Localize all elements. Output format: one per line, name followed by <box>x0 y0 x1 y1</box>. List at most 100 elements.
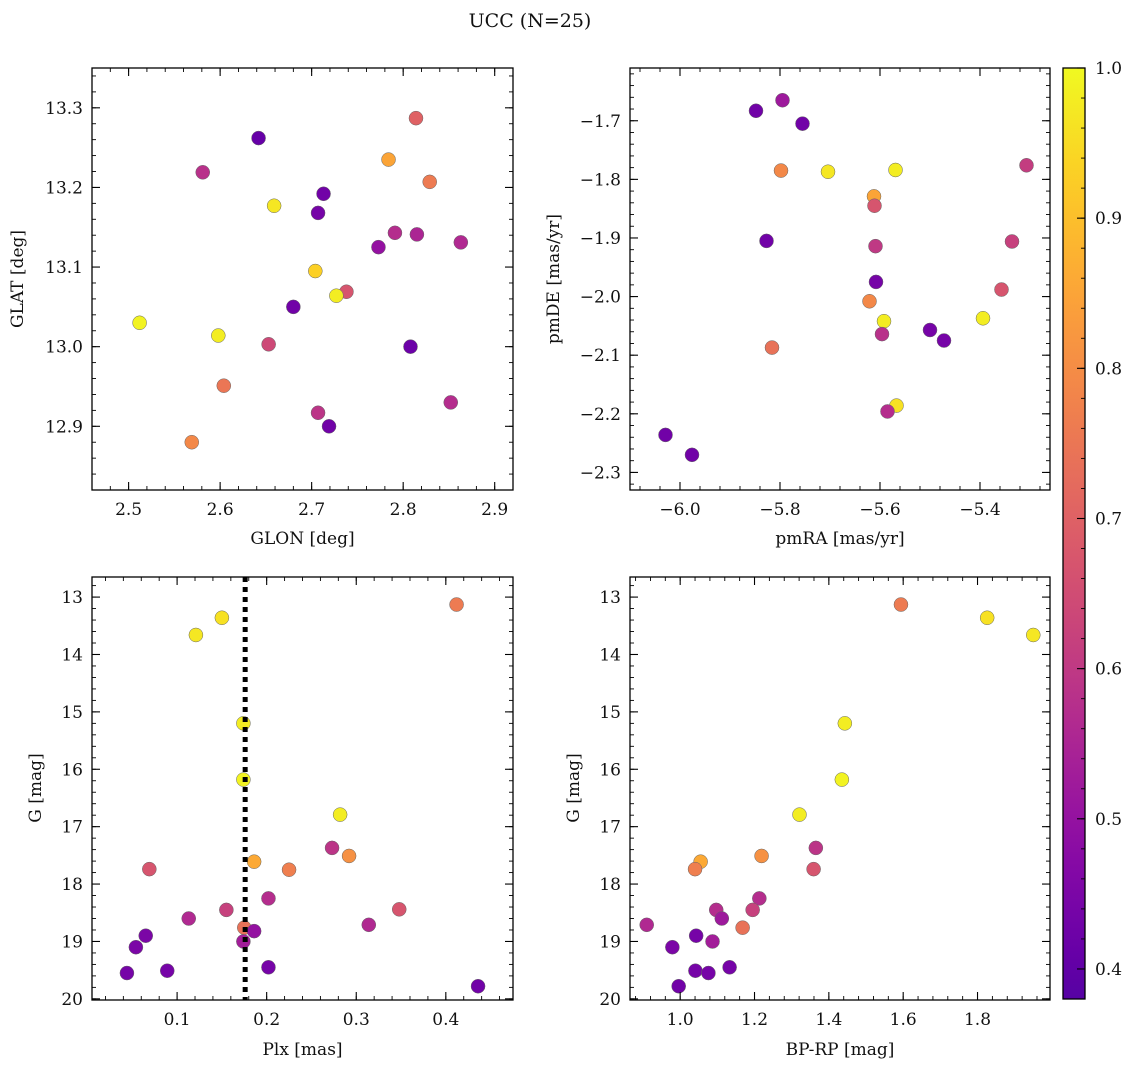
panel-pmra-pmde: −6.0 −5.8 −5.6 −5.4 −2.3 −2.2 −2.1 −2.0 −1.9 −1.8… <box>544 67 1051 549</box>
data-point <box>671 978 686 994</box>
data-point <box>381 152 396 167</box>
y-tick-label: 13 <box>599 588 621 608</box>
ticks-pmra-pmde: −6.0 −5.8 −5.6 −5.4 −2.3 −2.2 −2.1 −2.0 −1.9 −1.8… <box>580 68 1050 520</box>
y-tick-label: 19 <box>599 932 621 952</box>
data-point <box>321 419 337 434</box>
data-point <box>1019 158 1034 173</box>
colorbar-tick-label: 0.6 <box>1095 660 1122 680</box>
data-point <box>409 227 425 242</box>
x-tick-label: 1.8 <box>964 1010 991 1030</box>
data-point <box>184 434 200 450</box>
data-point <box>324 840 340 856</box>
data-point <box>332 807 348 822</box>
x-tick-label: 1.2 <box>741 1010 768 1030</box>
data-point <box>214 610 230 626</box>
data-point <box>403 339 418 354</box>
colorbar-tick-label: 0.8 <box>1095 359 1122 379</box>
data-point <box>862 294 877 309</box>
data-point <box>722 960 737 975</box>
data-point <box>266 198 282 213</box>
data-point <box>261 891 276 906</box>
data-point <box>665 939 680 955</box>
colorbar-frame <box>1062 67 1086 1000</box>
data-point <box>876 313 892 329</box>
y-tick-label: −1.9 <box>580 229 621 249</box>
x-tick-label: 0.3 <box>343 1010 370 1030</box>
panel-bprp-g: 1.0 1.2 1.4 1.6 1.8 13 14 15 16 17 18 19 20 BP-RP [m… <box>564 576 1051 1060</box>
y-tick-label: −2.1 <box>580 346 621 366</box>
data-point <box>705 934 720 949</box>
data-point <box>422 174 437 190</box>
y-tick-label: 17 <box>599 818 621 838</box>
data-point <box>281 862 297 877</box>
data-point <box>808 840 824 856</box>
data-point <box>874 326 890 342</box>
frame-pmra-pmde <box>629 67 1051 491</box>
ylabel-bprp-g: G [mag] <box>564 753 584 822</box>
frame-glon-glat <box>91 67 514 491</box>
data-point <box>714 911 730 926</box>
y-tick-label: 17 <box>61 818 83 838</box>
data-point <box>775 92 790 108</box>
ylabel-glon-glat: GLAT [deg] <box>8 230 28 328</box>
y-tick-label: 13.1 <box>45 258 83 278</box>
y-tick-label: 20 <box>599 990 621 1010</box>
data-point <box>132 315 147 331</box>
xlabel-bprp-g: BP-RP [mag] <box>786 1040 895 1060</box>
data-point <box>880 404 895 419</box>
data-point <box>792 807 807 822</box>
data-point <box>408 110 424 126</box>
y-tick-label: 13.0 <box>45 338 83 358</box>
ticks-bprp-g: 1.0 1.2 1.4 1.6 1.8 13 14 15 16 17 18 19 20 <box>599 577 1050 1030</box>
colorbar-tick-label: 0.7 <box>1095 509 1122 529</box>
data-point <box>316 186 331 202</box>
points-pmra-pmde <box>658 92 1034 463</box>
data-point <box>119 965 135 981</box>
x-tick-label: 0.1 <box>164 1010 191 1030</box>
data-point <box>387 225 403 241</box>
y-tick-label: 12.9 <box>45 417 83 437</box>
data-point <box>341 848 357 864</box>
data-point <box>443 395 459 410</box>
x-tick-label: 2.6 <box>207 500 234 520</box>
data-point <box>820 164 836 179</box>
x-tick-label: 0.2 <box>253 1010 280 1030</box>
y-tick-label: −2.0 <box>580 288 621 308</box>
x-tick-label: −5.4 <box>959 500 1000 520</box>
data-point <box>219 902 234 918</box>
data-point <box>470 978 486 994</box>
data-point <box>795 116 810 131</box>
figure-title: UCC (N=25) <box>469 10 592 32</box>
data-point <box>834 772 850 787</box>
x-tick-label: 2.7 <box>298 500 325 520</box>
data-point <box>188 627 204 643</box>
x-tick-label: 2.9 <box>481 500 508 520</box>
data-point <box>128 939 144 955</box>
x-tick-label: −6.0 <box>659 500 700 520</box>
y-tick-label: 14 <box>61 645 83 665</box>
y-tick-label: 13.3 <box>45 99 83 119</box>
data-point <box>246 923 262 939</box>
colorbar-tick-label: 1.0 <box>1095 59 1122 79</box>
data-point <box>922 322 938 338</box>
y-tick-label: 13 <box>61 588 83 608</box>
data-point <box>211 328 226 343</box>
y-tick-label: 19 <box>61 932 83 952</box>
ticks-plx-g: 0.1 0.2 0.3 0.4 13 14 15 16 17 18 19 20 <box>61 577 513 1030</box>
data-point <box>994 282 1009 297</box>
points-bprp-g <box>639 597 1041 994</box>
xlabel-glon-glat: GLON [deg] <box>250 529 354 549</box>
y-tick-label: 15 <box>599 703 621 723</box>
data-point <box>735 920 750 935</box>
y-tick-label: 18 <box>61 875 83 895</box>
y-tick-label: 16 <box>61 760 83 780</box>
data-point <box>371 239 386 255</box>
y-tick-label: 16 <box>599 760 621 780</box>
data-point <box>310 405 326 421</box>
data-point <box>1004 234 1020 249</box>
data-point <box>687 861 703 877</box>
data-point <box>639 917 654 933</box>
data-point <box>251 130 266 146</box>
x-tick-label: 0.4 <box>432 1010 459 1030</box>
data-point <box>701 965 716 981</box>
